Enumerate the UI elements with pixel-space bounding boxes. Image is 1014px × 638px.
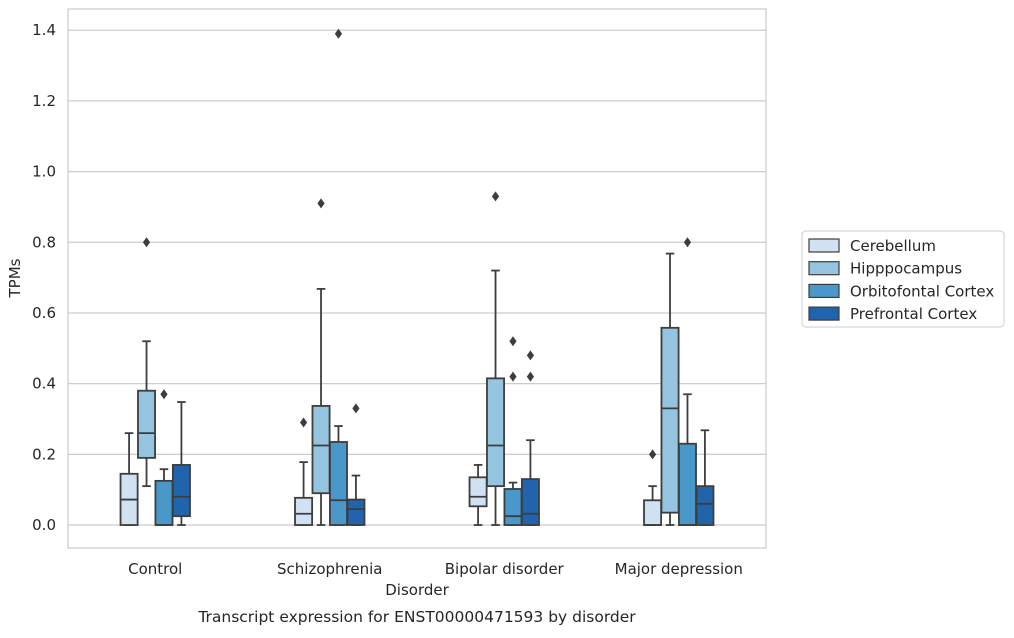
legend-swatch — [808, 238, 840, 253]
outlier-point — [491, 191, 500, 202]
y-tick-label: 0.8 — [32, 233, 56, 251]
box-body — [346, 498, 366, 526]
legend-swatch — [808, 306, 840, 321]
outlier-point — [317, 198, 325, 209]
x-tick-labels: Control Schizophrenia Bipolar disorder Majo… — [128, 560, 743, 578]
box-prefrontal-cortex — [346, 403, 366, 526]
box-hipppocampus — [137, 237, 156, 488]
legend-label: Orbitofontal Cortex — [850, 282, 994, 300]
box-body — [486, 377, 505, 488]
outlier-point — [509, 336, 517, 347]
outlier-point — [683, 237, 692, 248]
box-body — [311, 405, 331, 495]
y-tick-label: 0.2 — [32, 445, 56, 463]
box-prefrontal-cortex — [520, 350, 540, 526]
y-tick-label: 0.6 — [32, 304, 56, 322]
figure-caption: Transcript expression for ENST0000047159… — [197, 608, 636, 626]
legend-label: Prefrontal Cortex — [850, 305, 977, 323]
outlier-point — [160, 389, 168, 400]
outlier-point — [334, 28, 343, 39]
legend-label: Hipppocampus — [850, 260, 962, 278]
legend-swatch — [808, 261, 840, 276]
y-tick-label: 0.4 — [32, 375, 56, 393]
box-body — [137, 389, 156, 459]
x-tick-label: Bipolar disorder — [445, 560, 565, 578]
y-tick-label: 1.4 — [32, 21, 56, 39]
box-orbitofontal-cortex — [329, 28, 348, 526]
box-body — [678, 442, 697, 526]
box-cerebellum — [643, 449, 663, 526]
y-axis-label: TPMs — [6, 258, 24, 298]
box-body — [643, 499, 663, 526]
box-body — [468, 476, 488, 508]
legend-swatch — [808, 283, 840, 298]
outlier-point — [526, 371, 535, 382]
box-cerebellum — [468, 464, 488, 526]
box-cerebellum — [119, 432, 139, 526]
box-body — [695, 485, 715, 526]
box-body — [503, 488, 523, 526]
box-prefrontal-cortex — [171, 401, 191, 526]
box-body — [154, 479, 174, 526]
legend: Cerebellum Hipppocampus Orbitofontal Corte… — [801, 230, 1005, 328]
box-hipppocampus — [486, 191, 505, 526]
outlier-point — [648, 449, 657, 460]
box-body — [520, 478, 540, 526]
box-prefrontal-cortex — [695, 429, 715, 526]
box-body — [660, 326, 680, 514]
box-hipppocampus — [660, 252, 680, 526]
box-body — [171, 464, 191, 518]
box-body — [294, 496, 314, 526]
outlier-point — [299, 417, 308, 428]
outlier-point — [352, 403, 360, 414]
legend-label: Cerebellum — [850, 237, 936, 255]
boxes — [119, 28, 715, 526]
y-tick-label: 1.0 — [32, 163, 56, 181]
outlier-point — [142, 237, 151, 248]
plot-frame — [67, 8, 767, 549]
y-tick-labels: 0.0 0.2 0.4 0.6 0.8 1.0 1.2 1.4 — [32, 21, 56, 534]
x-tick-label: Schizophrenia — [277, 560, 382, 578]
box-cerebellum — [294, 417, 314, 526]
outlier-point — [509, 371, 517, 382]
legend-frame — [801, 230, 1005, 328]
y-tick-label: 1.2 — [32, 92, 56, 110]
x-tick-label: Major depression — [615, 560, 743, 578]
box-orbitofontal-cortex — [678, 237, 697, 526]
outlier-point — [526, 350, 535, 361]
x-axis-label: Disorder — [385, 581, 449, 599]
x-tick-label: Control — [128, 560, 182, 578]
box-body — [329, 441, 348, 526]
y-tick-label: 0.0 — [32, 516, 56, 534]
